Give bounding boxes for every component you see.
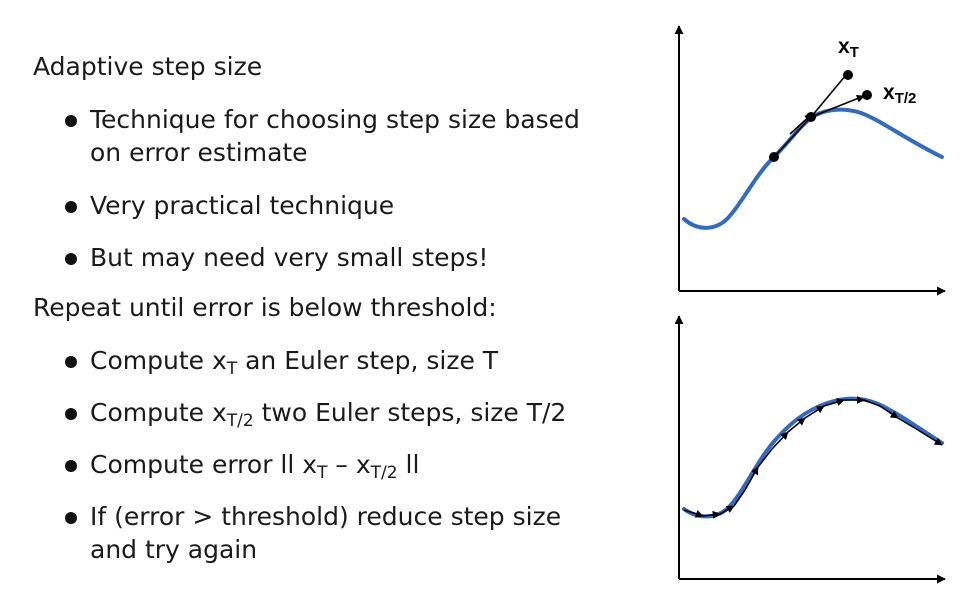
bullet-compute-xT2-pre: Compute x [90,398,227,427]
bottom-step [804,405,825,419]
bottom-step [879,405,899,419]
bullet-small-steps: But may need very small steps! [64,243,489,272]
bullet-compute-xT2-sub: T/2 [226,411,254,431]
bullet-compute-error-post: ll [397,450,420,479]
bottom-step [917,429,943,446]
bullet-compute-xT: Compute xT an Euler step, size T [64,344,499,386]
bullet-technique: Technique for choosing step size based o… [65,103,580,169]
top-curve [682,107,944,230]
bottom-step [823,398,845,407]
bullet-compute-xT-post: an Euler step, size T [237,346,499,375]
bottom-step [757,448,773,468]
bullet-compute-xT2: Compute xT/2 two Euler steps, size T/2 [64,396,567,438]
top-start-point [769,152,779,162]
bullet-compute-error-sub1: T [317,463,328,483]
top-mid-point [806,112,816,122]
bullet-compute-error-mid: – x [327,450,371,479]
top-xT-point [843,70,853,80]
bullet-compute-xT2-post: two Euler steps, size T/2 [253,398,567,427]
bottom-step [787,417,806,433]
label-xT-sub: T [850,44,859,61]
bottom-step [719,505,735,515]
label-xT-main: x [838,35,850,58]
bullet-reduce-step-line2: and try again [90,535,258,564]
top-step-mid-to-xT2 [810,94,865,118]
bullet-compute-xT-pre: Compute x [90,346,227,375]
heading-adaptive-step-size: Adaptive step size [33,52,263,81]
top-step-mid-to-xT [810,74,847,118]
bullet-compute-error: Compute error ll xT – xT/2 ll [64,448,420,490]
bullet-reduce-step-line1: If (error > threshold) reduce step size [90,502,562,531]
top-step-start-to-mid [773,116,812,158]
bottom-step [702,510,721,519]
bullet-practical: Very practical technique [64,191,395,220]
label-xT2-sub: T/2 [895,90,917,107]
bottom-step [744,466,759,491]
bullet-compute-error-sub2: T/2 [370,463,398,483]
bottom-diagram [674,315,946,584]
bottom-curve [682,396,944,519]
bottom-step [683,509,704,518]
label-xT: xT [838,35,859,61]
heading-repeat: Repeat until error is below threshold: [33,293,497,322]
label-xT2-main: x [883,81,895,104]
bullet-compute-xT-sub: T [226,359,238,379]
bottom-step [897,417,919,431]
top-xT2-point [862,90,872,100]
bottom-step [863,399,881,407]
bullet-reduce-step: If (error > threshold) reduce step size … [64,500,562,566]
bottom-step [771,431,789,450]
slide-text: Adaptive step size Technique for choosin… [33,52,580,566]
top-diagram: xT xT/2 [674,25,946,296]
label-xT2: xT/2 [883,81,916,107]
bottom-euler-steps [683,396,943,519]
bullet-compute-error-pre: Compute error ll x [90,450,318,479]
bullet-technique-line1: Technique for choosing step size based [90,105,580,134]
bullet-technique-line2: on error estimate [90,138,308,167]
bottom-step [733,489,746,507]
